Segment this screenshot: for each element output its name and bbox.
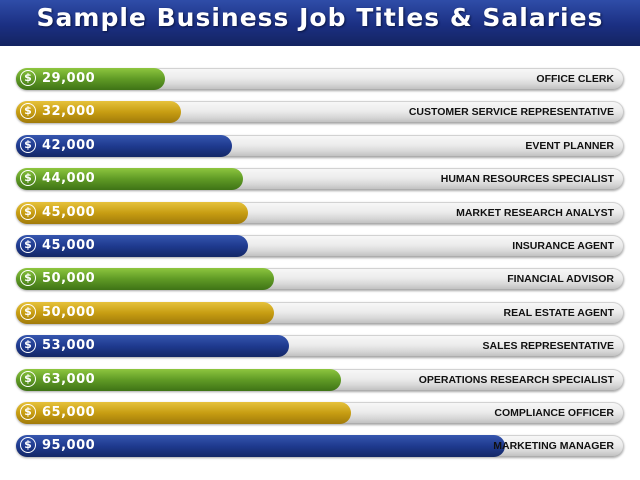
bar-row: $63,000 OPERATIONS RESEARCH SPECIALIST xyxy=(16,368,624,391)
data-label: 42,000 xyxy=(42,137,96,153)
bar: $29,000 xyxy=(16,68,165,90)
bar-row: $42,000 EVENT PLANNER xyxy=(16,134,624,157)
category-label: INSURANCE AGENT xyxy=(512,239,614,252)
dollar-circle-icon: $ xyxy=(20,170,36,187)
bar-row: $29,000 OFFICE CLERK xyxy=(16,68,624,90)
bar: $32,000 xyxy=(16,101,181,124)
data-label: 53,000 xyxy=(42,338,96,354)
bar-row: $45,000 INSURANCE AGENT xyxy=(16,234,624,257)
bar: $45,000 xyxy=(16,201,248,224)
bar-track: $42,000 EVENT PLANNER xyxy=(16,134,624,157)
bar: $65,000 xyxy=(16,401,351,424)
bar-track: $45,000 INSURANCE AGENT xyxy=(16,234,624,257)
bar-track: $29,000 OFFICE CLERK xyxy=(16,68,624,90)
category-label: EVENT PLANNER xyxy=(525,139,614,152)
bar-track: $32,000 CUSTOMER SERVICE REPRESENTATIVE xyxy=(16,101,624,124)
category-label: MARKET RESEARCH ANALYST xyxy=(456,206,614,219)
bar-track: $44,000 HUMAN RESOURCES SPECIALIST xyxy=(16,168,624,191)
category-label: OFFICE CLERK xyxy=(536,73,614,85)
bar-row: $45,000 MARKET RESEARCH ANALYST xyxy=(16,201,624,224)
data-label: 65,000 xyxy=(42,404,96,420)
bar: $44,000 xyxy=(16,168,243,191)
dollar-circle-icon: $ xyxy=(20,403,36,420)
dollar-circle-icon: $ xyxy=(20,270,36,287)
data-label: 32,000 xyxy=(42,104,96,120)
bar: $53,000 xyxy=(16,335,289,358)
bar: $42,000 xyxy=(16,134,232,157)
bar-row: $65,000 COMPLIANCE OFFICER xyxy=(16,401,624,424)
data-label: 50,000 xyxy=(42,304,96,320)
bar-row: $32,000 CUSTOMER SERVICE REPRESENTATIVE xyxy=(16,101,624,124)
category-label: FINANCIAL ADVISOR xyxy=(507,273,614,286)
bar: $50,000 xyxy=(16,268,274,291)
dollar-circle-icon: $ xyxy=(20,103,36,120)
data-label: 95,000 xyxy=(42,438,96,454)
bar-track: $65,000 COMPLIANCE OFFICER xyxy=(16,401,624,424)
category-label: MARKETING MANAGER xyxy=(493,440,614,453)
bar-track: $45,000 MARKET RESEARCH ANALYST xyxy=(16,201,624,224)
bar-row: $95,000 MARKETING MANAGER xyxy=(16,435,624,458)
data-label: 50,000 xyxy=(42,271,96,287)
bar: $95,000 xyxy=(16,435,505,458)
bar-track: $50,000 REAL ESTATE AGENT xyxy=(16,301,624,324)
data-label: 44,000 xyxy=(42,171,96,187)
category-label: CUSTOMER SERVICE REPRESENTATIVE xyxy=(408,106,614,119)
dollar-circle-icon: $ xyxy=(20,136,36,153)
bar-track: $63,000 OPERATIONS RESEARCH SPECIALIST xyxy=(16,368,624,391)
bar: $50,000 xyxy=(16,301,274,324)
salary-bar-chart: $29,000 OFFICE CLERK $32,000 CUSTOMER SERVI… xyxy=(16,68,624,469)
dollar-circle-icon: $ xyxy=(20,70,36,86)
bar-track: $53,000 SALES REPRESENTATIVE xyxy=(16,335,624,358)
dollar-circle-icon: $ xyxy=(20,236,36,253)
dollar-circle-icon: $ xyxy=(20,437,36,454)
category-label: SALES REPRESENTATIVE xyxy=(482,340,614,353)
data-label: 63,000 xyxy=(42,371,96,387)
chart-title: Sample Business Job Titles & Salaries xyxy=(36,3,604,32)
dollar-circle-icon: $ xyxy=(20,337,36,354)
bar-row: $50,000 REAL ESTATE AGENT xyxy=(16,301,624,324)
dollar-circle-icon: $ xyxy=(20,203,36,220)
dollar-circle-icon: $ xyxy=(20,303,36,320)
bar-row: $50,000 FINANCIAL ADVISOR xyxy=(16,268,624,291)
category-label: HUMAN RESOURCES SPECIALIST xyxy=(440,173,614,186)
data-label: 45,000 xyxy=(42,204,96,220)
bar-row: $44,000 HUMAN RESOURCES SPECIALIST xyxy=(16,168,624,191)
category-label: OPERATIONS RESEARCH SPECIALIST xyxy=(418,373,614,386)
bar-track: $50,000 FINANCIAL ADVISOR xyxy=(16,268,624,291)
bar: $63,000 xyxy=(16,368,341,391)
bar-track: $95,000 MARKETING MANAGER xyxy=(16,435,624,458)
category-label: COMPLIANCE OFFICER xyxy=(494,406,614,419)
dollar-circle-icon: $ xyxy=(20,370,36,387)
header-banner: Sample Business Job Titles & Salaries xyxy=(0,0,640,46)
bar: $45,000 xyxy=(16,234,248,257)
data-label: 45,000 xyxy=(42,237,96,253)
bar-row: $53,000 SALES REPRESENTATIVE xyxy=(16,335,624,358)
category-label: REAL ESTATE AGENT xyxy=(503,306,614,319)
data-label: 29,000 xyxy=(42,71,96,86)
